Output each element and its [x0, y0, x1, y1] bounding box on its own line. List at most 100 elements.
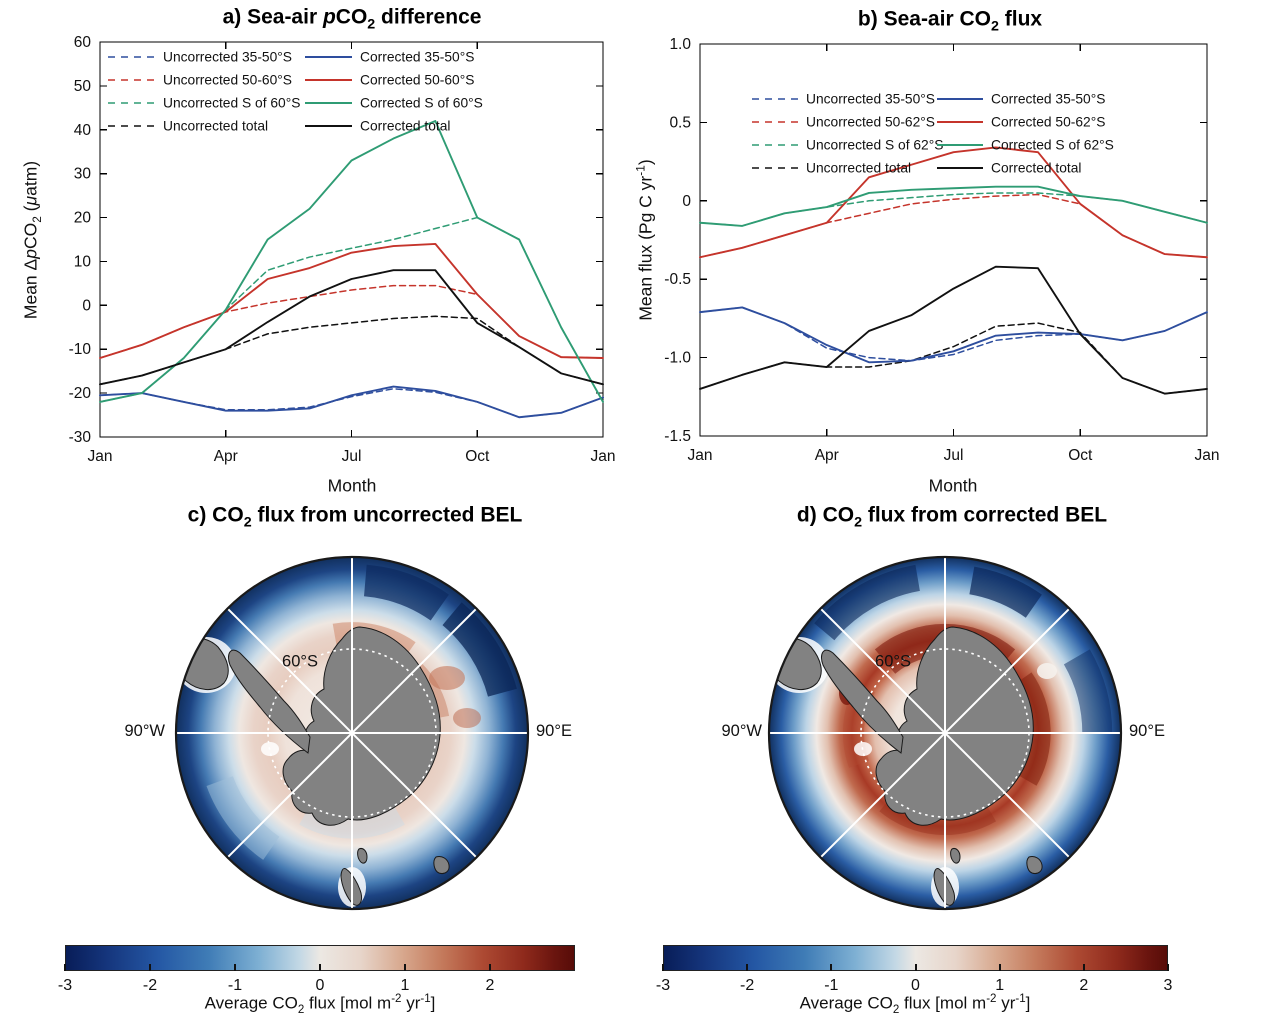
flux-spot	[1037, 663, 1057, 679]
ocean-field	[769, 557, 1121, 909]
y-tick-label: 1.0	[669, 36, 691, 53]
antarctic-peninsula-landmass	[227, 649, 311, 754]
y-tick-label: -0.5	[664, 271, 691, 288]
panel-c-title: c) CO2 flux from uncorrected BEL	[187, 503, 523, 531]
map-d-east-label: 90°E	[1129, 722, 1165, 740]
y-tick-label: -20	[69, 385, 92, 402]
legend-label-corrected-35-50-s: Corrected 35-50°S	[991, 92, 1105, 107]
flux-patch	[1063, 649, 1113, 733]
series-line-uncorrected-total	[699, 322, 1208, 395]
series-line-corrected-50-60-s	[99, 242, 604, 359]
map-outline	[174, 555, 530, 911]
colorbar-d: -3 -2 -1 0 1 2 3	[656, 945, 1172, 1005]
map-outline	[767, 555, 1123, 911]
colorbar-tick-label: -3	[57, 977, 73, 994]
y-tick-label: -1.5	[664, 428, 691, 445]
colorbar-tick-label: 1	[400, 977, 410, 994]
series-line-uncorrected-s-of-62-s	[699, 192, 1208, 227]
y-tick-label: -30	[69, 429, 92, 446]
legend-label-corrected-s-of-62-s: Corrected S of 62°S	[991, 138, 1114, 153]
antarctic-peninsula-landmass	[820, 649, 904, 754]
chart-b: Jan Apr Jul Oct Jan 1.0 0.5 0 -0.5 -1.0 -1.5 Uncorr…	[664, 36, 1220, 464]
series-line-corrected-35-50-s	[699, 306, 1208, 364]
flux-patch	[442, 602, 517, 697]
x-tick-label: Apr	[815, 447, 839, 464]
legend-label-corrected-total: Corrected total	[360, 119, 451, 134]
x-tick-label: Oct	[465, 448, 490, 465]
colorbar-tick-label: -2	[142, 977, 158, 994]
series-line-uncorrected-total	[99, 315, 604, 386]
legend-label-uncorrected-35-50-s: Uncorrected 35-50°S	[163, 50, 292, 65]
series-line-uncorrected-s-of-60-s	[99, 216, 604, 403]
colorbar-tick	[234, 964, 236, 971]
colorbar-tick	[64, 964, 66, 971]
x-tick-label: Jul	[342, 448, 362, 465]
series-line-corrected-35-50-s	[99, 385, 604, 419]
colorbar-tick-label: 2	[485, 977, 495, 994]
flux-patch	[364, 564, 449, 621]
legend-label-uncorrected-total: Uncorrected total	[806, 161, 911, 176]
chart-b-xlabel: Month	[928, 475, 978, 496]
chart-b-ylabel: Mean flux (Pg C yr-1)	[633, 159, 656, 321]
colorbar-tick	[489, 964, 491, 971]
series-line-corrected-total	[99, 269, 604, 386]
legend-label-corrected-total: Corrected total	[991, 161, 1082, 176]
series-line-corrected-s-of-62-s	[699, 185, 1208, 227]
legend-label-uncorrected-total: Uncorrected total	[163, 119, 268, 134]
meridian-line	[819, 607, 1071, 859]
colorbar-tick	[149, 964, 151, 971]
map-d-lat-label: 60°S	[875, 652, 911, 671]
map-c-east-label: 90°E	[536, 722, 572, 740]
y-tick-label: -1.0	[664, 350, 691, 367]
x-tick-label: Jul	[944, 447, 964, 464]
x-tick-label: Apr	[214, 448, 238, 465]
x-tick-label: Jan	[591, 448, 616, 465]
series-line-corrected-s-of-60-s	[99, 120, 604, 403]
y-tick-label: 0	[82, 297, 91, 314]
map-c-west-label: 90°W	[124, 722, 165, 740]
flux-patch	[969, 566, 1042, 618]
y-tick-label: 0	[682, 193, 691, 210]
flux-patch	[206, 776, 280, 860]
colorbar-tick	[998, 964, 1001, 971]
ocean-field	[176, 557, 528, 909]
x-tick-label: Jan	[1195, 447, 1220, 464]
x-tick-label: Oct	[1068, 447, 1093, 464]
colorbar-tick	[404, 964, 406, 971]
flux-patch	[814, 564, 920, 641]
chart-a-xlabel: Month	[327, 475, 377, 496]
chart-a-ylabel: Mean ΔpCO2 (μatm)	[20, 160, 44, 320]
legend-label-uncorrected-50-62-s: Uncorrected 50-62°S	[806, 115, 935, 130]
y-tick-label: 10	[74, 253, 92, 270]
meridian-line	[226, 607, 478, 859]
panel-a-title: a) Sea-air pCO2 difference	[222, 5, 482, 33]
legend-label-uncorrected-s-of-62-s: Uncorrected S of 62°S	[806, 138, 943, 153]
new-zealand-north-landmass	[357, 848, 368, 864]
series-line-uncorrected-35-50-s	[699, 306, 1208, 362]
legend-label-corrected-50-62-s: Corrected 50-62°S	[991, 115, 1105, 130]
colorbar-tick-label: 0	[911, 977, 920, 994]
colorbar-tick	[746, 964, 749, 971]
legend-label-uncorrected-s-of-60-s: Uncorrected S of 60°S	[163, 96, 300, 111]
colorbar-tick-label: -1	[824, 977, 839, 994]
colorbar-tick	[662, 964, 664, 971]
x-tick-label: Jan	[88, 448, 113, 465]
panel-d-title: d) CO2 flux from corrected BEL	[796, 503, 1108, 531]
colorbar-tick	[1167, 964, 1169, 971]
legend-label-uncorrected-35-50-s: Uncorrected 35-50°S	[806, 92, 935, 107]
colorbar-tick-label: -3	[655, 977, 671, 994]
map-c-lat-label: 60°S	[282, 652, 318, 671]
map-d-west-label: 90°W	[721, 722, 762, 740]
tasmania-landmass	[433, 856, 450, 874]
legend-label-corrected-50-60-s: Corrected 50-60°S	[360, 73, 474, 88]
y-tick-label: 40	[74, 122, 92, 139]
colorbar-tick-label: 0	[315, 977, 325, 994]
series-line-uncorrected-35-50-s	[99, 387, 604, 418]
y-tick-label: 50	[74, 78, 92, 95]
series-line-corrected-total	[699, 265, 1208, 395]
tasmania-landmass	[1026, 856, 1043, 874]
lat-60s-circle	[267, 648, 437, 818]
colorbar-c-caption: Average CO2 flux [mol m-2 yr-1]	[204, 993, 436, 1017]
panel-b-title: b) Sea-air CO2 flux	[857, 7, 1043, 35]
